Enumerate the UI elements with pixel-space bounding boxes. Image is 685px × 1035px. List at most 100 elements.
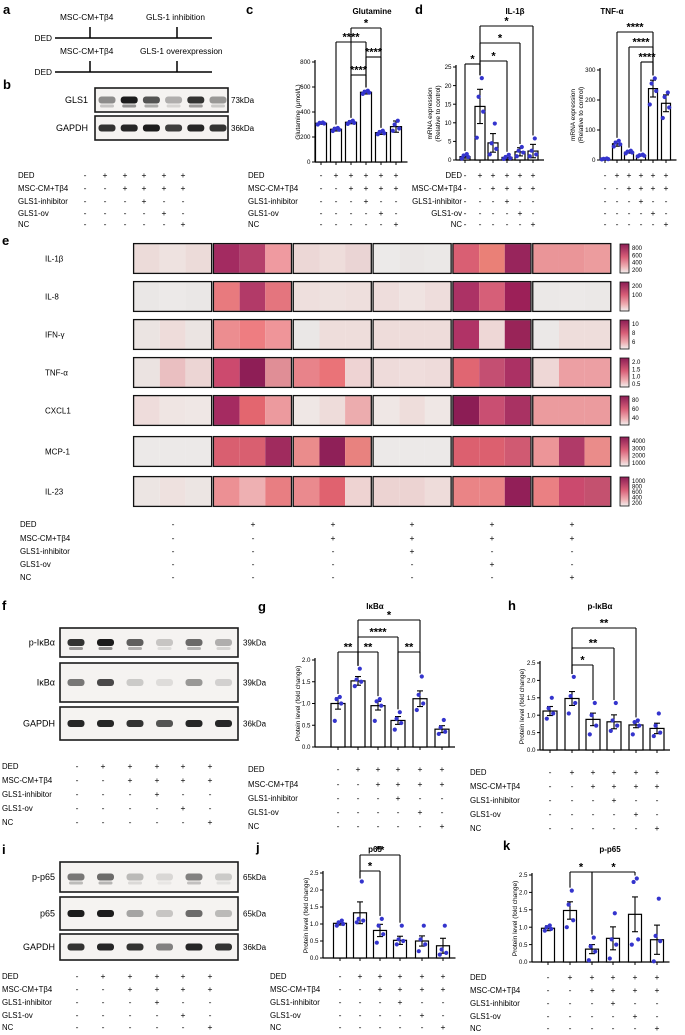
condition-symbol: - xyxy=(571,809,574,819)
heatmap-cell xyxy=(159,477,186,506)
heatmap-cell xyxy=(214,477,240,506)
data-dot xyxy=(625,149,630,154)
condition-symbol: + xyxy=(142,183,147,193)
condition-symbol: + xyxy=(364,183,369,193)
heatmap-cell xyxy=(214,396,240,425)
heatmap-group-box xyxy=(372,356,452,389)
sig-stars: * xyxy=(498,33,503,45)
blot-band xyxy=(67,639,85,646)
condition-label: GLS1-inhibitor xyxy=(18,197,68,206)
panel-letter-h: h xyxy=(508,598,516,613)
colorbar-tick-label: 2.0 xyxy=(632,360,641,366)
heatmap-cell xyxy=(159,358,186,387)
data-dot xyxy=(654,88,659,94)
heatmap-cell xyxy=(134,244,160,273)
blot-band xyxy=(185,720,203,727)
data-dot xyxy=(592,700,597,706)
data-dot xyxy=(547,923,552,928)
condition-symbol: - xyxy=(350,196,353,206)
condition-symbol: + xyxy=(394,219,399,229)
condition-symbol: + xyxy=(364,196,369,206)
condition-symbol: + xyxy=(420,971,425,981)
data-dot xyxy=(519,144,524,150)
condition-symbol: - xyxy=(549,781,552,791)
condition-symbol: - xyxy=(357,821,360,831)
colorbar-tick-label: 40 xyxy=(632,416,639,422)
heatmap-cell xyxy=(399,477,425,506)
condition-symbol: + xyxy=(634,809,639,819)
condition-symbol: + xyxy=(181,761,186,771)
condition-symbol: - xyxy=(419,793,422,803)
blot-band xyxy=(67,873,85,881)
heatmap-cell xyxy=(533,320,559,349)
heatmap-cell xyxy=(239,282,266,311)
data-dot xyxy=(593,949,598,954)
y-axis-label: Protein level (fold change) xyxy=(295,666,302,742)
condition-symbol: - xyxy=(491,572,494,582)
condition-label: DED xyxy=(248,765,265,774)
colorbar-tick-label: 2000 xyxy=(632,454,646,460)
condition-symbol: - xyxy=(479,183,482,193)
blot-box xyxy=(94,115,229,141)
heatmap-row-label: IFN-γ xyxy=(45,331,65,340)
condition-label: GLS1-inhibitor xyxy=(248,794,298,803)
condition-symbol: - xyxy=(395,196,398,206)
condition-symbol: - xyxy=(104,208,107,218)
condition-symbol: - xyxy=(252,572,255,582)
data-dot xyxy=(634,876,639,881)
data-dot xyxy=(379,703,384,708)
panel-i-western-blot: p-p65 65kDa p65 65kDa GAPDH 36kDa DED - + + + + + MSC… xyxy=(2,861,267,1032)
condition-symbol: + xyxy=(570,533,575,543)
data-dot xyxy=(350,118,355,123)
condition-symbol: + xyxy=(570,572,575,582)
blot-band xyxy=(126,639,144,646)
condition-symbol: + xyxy=(398,997,403,1007)
y-tick-label: 0.0 xyxy=(527,747,536,754)
condition-symbol: - xyxy=(102,775,105,785)
condition-symbol: - xyxy=(612,1023,615,1033)
panel-letter-i: i xyxy=(2,842,6,857)
condition-symbol: + xyxy=(155,789,160,799)
sig-stars: ** xyxy=(344,642,353,654)
blot-band-doublet xyxy=(69,647,83,650)
blot-band xyxy=(97,943,114,951)
condition-symbol: - xyxy=(377,793,380,803)
condition-symbol: + xyxy=(570,767,575,777)
blot-box xyxy=(94,87,229,113)
condition-symbol: + xyxy=(570,519,575,529)
condition-symbol: + xyxy=(123,183,128,193)
condition-symbol: - xyxy=(547,1023,550,1033)
heatmap-cell xyxy=(239,437,266,466)
condition-symbol: - xyxy=(377,807,380,817)
condition-symbol: - xyxy=(441,793,444,803)
condition-symbol: - xyxy=(104,219,107,229)
condition-symbol: + xyxy=(376,764,381,774)
data-dot xyxy=(441,717,446,723)
condition-label: DED xyxy=(2,972,19,981)
data-dot xyxy=(372,718,377,724)
heatmap-cell xyxy=(214,244,240,273)
data-dot xyxy=(564,925,569,930)
condition-label: DED xyxy=(248,171,265,180)
heatmap-group-box xyxy=(292,356,372,389)
condition-symbol: - xyxy=(419,821,422,831)
condition-symbol: + xyxy=(181,219,186,229)
heatmap-cell xyxy=(558,244,585,273)
condition-symbol: + xyxy=(418,807,423,817)
condition-symbol: - xyxy=(652,196,655,206)
condition-symbol: - xyxy=(604,208,607,218)
data-dot xyxy=(636,937,641,942)
heatmap-cell xyxy=(185,244,212,273)
data-dot xyxy=(612,911,617,916)
condition-symbol: - xyxy=(380,219,383,229)
condition-symbol: + xyxy=(655,1023,660,1033)
condition-symbol: - xyxy=(592,823,595,833)
condition-symbol: - xyxy=(640,208,643,218)
condition-label: DED xyxy=(18,171,35,180)
heatmap-cell xyxy=(345,244,371,273)
data-dot xyxy=(587,732,592,737)
heatmap-cell xyxy=(424,282,451,311)
condition-symbol: - xyxy=(209,803,212,813)
heatmap-cell xyxy=(399,320,425,349)
blot-band xyxy=(97,910,114,917)
